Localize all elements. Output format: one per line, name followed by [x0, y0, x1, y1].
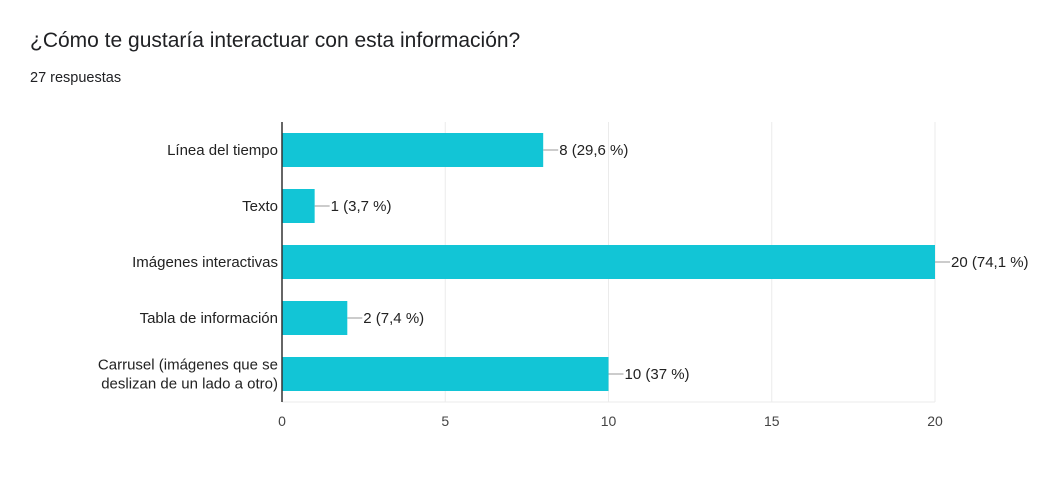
- data-label: 8 (29,6 %): [559, 142, 628, 159]
- bar: [282, 301, 348, 335]
- category-label: Texto: [242, 198, 278, 215]
- bars: [282, 133, 935, 391]
- category-label: Tabla de información: [140, 310, 278, 327]
- x-tick-label: 10: [601, 413, 617, 429]
- data-label: 10 (37 %): [625, 366, 690, 383]
- bar: [282, 245, 935, 279]
- category-label: Carrusel (imágenes que se: [98, 357, 278, 374]
- category-label: Línea del tiempo: [167, 142, 278, 159]
- bar: [282, 133, 544, 167]
- chart-title: ¿Cómo te gustaría interactuar con esta i…: [30, 29, 521, 52]
- labels: 0 5 10 15 20 8 (29,6 %) Línea del tiempo 1 (3,7…: [98, 142, 1029, 429]
- category-label: Imágenes interactivas: [132, 254, 278, 271]
- data-label: 1 (3,7 %): [331, 198, 392, 215]
- x-tick-label: 20: [927, 413, 943, 429]
- data-label: 20 (74,1 %): [951, 254, 1029, 271]
- bar: [282, 357, 609, 391]
- x-tick-label: 15: [764, 413, 780, 429]
- response-count: 27 respuestas: [30, 70, 122, 86]
- bar: [282, 189, 315, 223]
- category-label: deslizan de un lado a otro): [101, 376, 278, 393]
- x-tick-label: 5: [441, 413, 449, 429]
- data-label: 2 (7,4 %): [363, 310, 424, 327]
- x-tick-label: 0: [278, 413, 286, 429]
